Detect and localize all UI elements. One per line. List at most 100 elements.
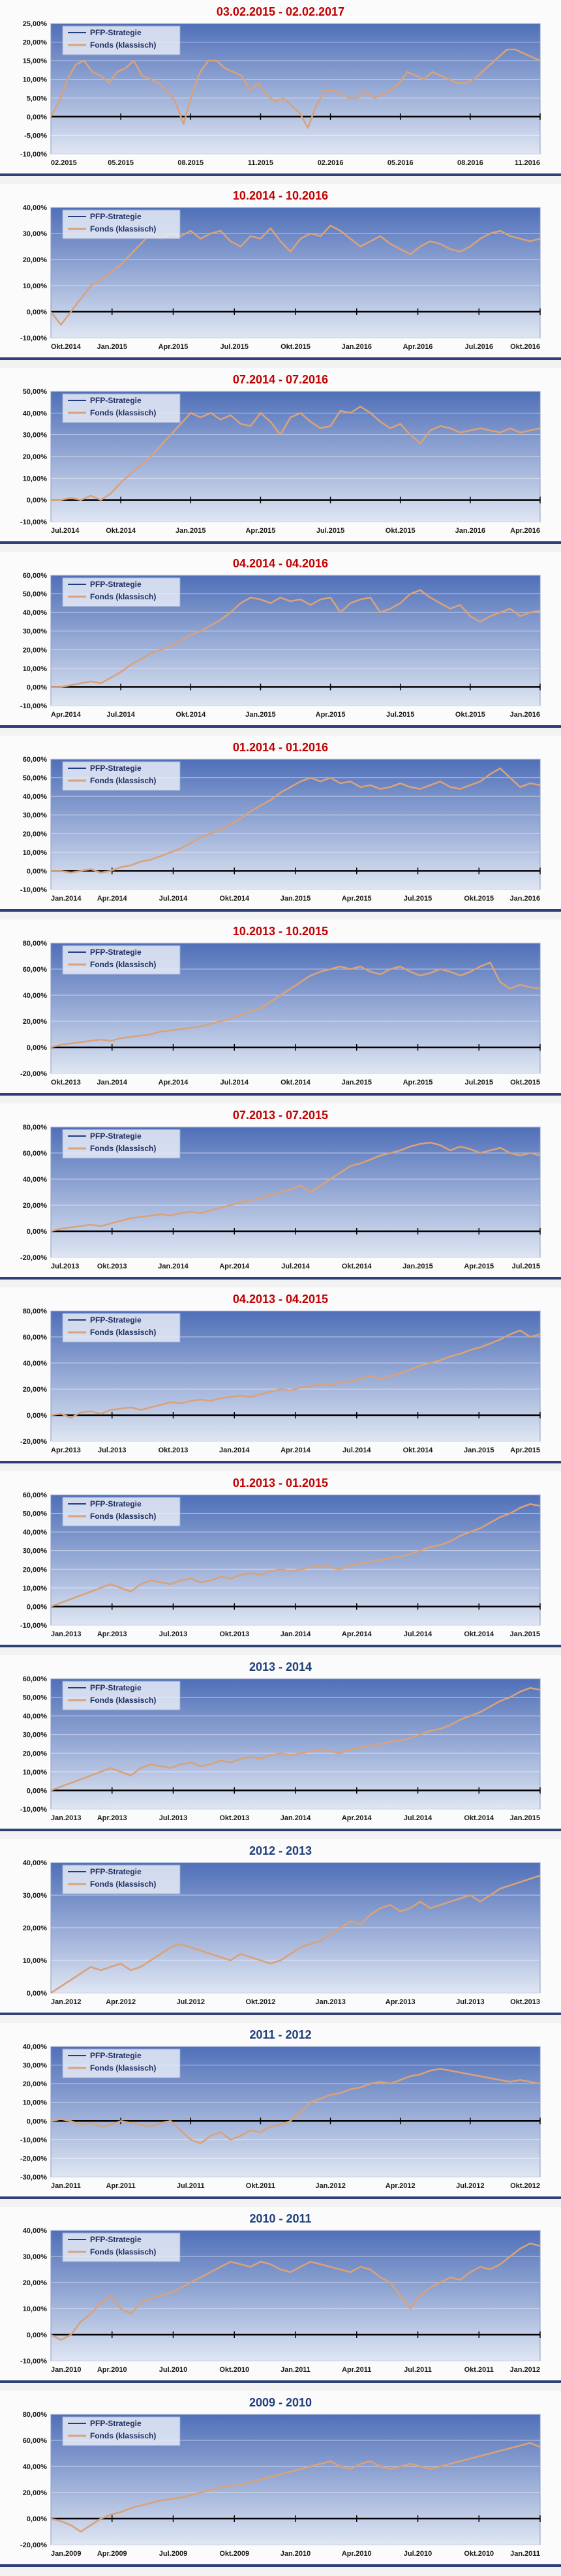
x-tick-label: Apr.2015 [159,343,189,351]
x-tick-label: Jan.2016 [510,711,540,719]
y-tick-label: 30,00% [23,628,48,636]
y-tick-label: 25,00% [23,20,48,28]
y-tick-label: 10,00% [23,282,48,290]
x-tick-label: Okt.2015 [464,895,494,903]
panel-separator [0,909,561,912]
x-tick-label: Jan.2014 [219,1446,250,1454]
legend-label-pfp: PFP-Strategie [90,580,142,589]
chart-svg: -10,00% -5,00% 0,00% 5,00% 10,00% 15,00% 20,00… [20,20,541,167]
x-tick-label: Okt.2015 [455,711,485,719]
panel-separator [0,725,561,728]
chart-title: 10.2013 - 10.2015 [232,925,329,938]
y-tick-label: 40,00% [23,793,48,801]
x-tick-label: Apr.2014 [51,711,82,719]
chart-svg: -10,00% 0,00% 10,00% 20,00% 30,00% 40,00% Jan.… [20,2227,541,2374]
y-tick-label: -10,00% [20,886,47,894]
x-tick-label: Okt.2014 [342,1263,372,1270]
legend-label-pfp: PFP-Strategie [90,1683,142,1692]
x-tick-label: Jul.2011 [404,2366,432,2374]
x-tick-label: Okt.2013 [159,1446,189,1454]
x-tick-label: Jul.2013 [159,1814,187,1822]
legend-box [62,1681,181,1711]
x-tick-label: Jul.2011 [177,2182,205,2190]
legend-box [62,2232,181,2262]
y-tick-label: -20,00% [20,1070,47,1078]
chart-panel: -10,00% 0,00% 10,00% 20,00% 30,00% 40,00% 50,0… [0,1655,561,1831]
chart-svg: -10,00% 0,00% 10,00% 20,00% 30,00% 40,00% 50,0… [20,1675,541,1822]
legend-box [62,2416,181,2446]
series-line-fonds [50,224,541,326]
panel-separator [0,1645,561,1647]
chart-title: 2010 - 2011 [249,2212,312,2225]
y-tick-label: 40,00% [23,1176,48,1184]
y-tick-label: 20,00% [23,2080,48,2088]
x-tick-label: Okt.2014 [51,343,82,351]
y-tick-label: 10,00% [23,665,48,673]
chart-panel: -20,00% 0,00% 20,00% 40,00% 60,00% 80,00% Okt.… [0,920,561,1096]
x-tick-label: Jan.2012 [51,1998,81,2006]
legend-box [62,1313,181,1343]
legend-label-fonds: Fonds (klassisch) [90,2431,156,2440]
x-tick-label: Apr.2009 [97,2550,127,2558]
chart-panel: -20,00% 0,00% 20,00% 40,00% 60,00% 80,00% Jan.… [0,2391,561,2567]
chart-svg: -30,00% -20,00% -10,00% 0,00% 10,00% 20,00% 30… [20,2043,541,2190]
x-tick-label: Okt.2012 [245,1998,275,2006]
y-tick-label: 10,00% [23,2099,48,2107]
legend-label-fonds: Fonds (klassisch) [90,2247,156,2256]
y-tick-label: -10,00% [20,2358,47,2365]
x-tick-label: Okt.2015 [280,343,311,351]
y-tick-label: -5,00% [24,132,47,140]
series-line-fonds [50,1329,541,1419]
series-line-fonds [50,2442,541,2533]
series-line-fonds [50,1686,541,1791]
x-tick-label: 02.2015 [51,159,77,167]
x-tick-label: Jan.2013 [51,1630,81,1638]
panel-separator [0,1829,561,1831]
chart-svg: -20,00% 0,00% 20,00% 40,00% 60,00% 80,00% Jan.… [20,2411,541,2558]
y-tick-label: 30,00% [23,2253,48,2261]
x-tick-label: Apr.2014 [342,1630,372,1638]
y-tick-label: 0,00% [27,113,47,121]
y-tick-label: -10,00% [20,1806,47,1814]
legend-label-fonds: Fonds (klassisch) [90,1512,156,1521]
legend-label-fonds: Fonds (klassisch) [90,1696,156,1705]
x-tick-label: Okt.2013 [219,1814,249,1822]
y-tick-label: 60,00% [23,1675,48,1683]
x-tick-label: Jan.2016 [342,343,372,351]
y-tick-label: 40,00% [23,992,48,1000]
x-tick-label: 08.2016 [457,159,483,167]
x-tick-label: Jul.2014 [220,1079,249,1086]
y-tick-label: 80,00% [23,1308,48,1315]
x-tick-label: 02.2016 [318,159,344,167]
x-tick-label: Okt.2010 [219,2366,249,2374]
x-tick-label: 08.2015 [177,159,204,167]
y-tick-label: 0,00% [27,308,47,316]
chart-svg: -10,00% 0,00% 10,00% 20,00% 30,00% 40,00% Okt.… [20,204,541,351]
x-tick-label: Apr.2010 [342,2550,372,2558]
x-tick-label: Jul.2013 [98,1446,126,1454]
x-tick-label: Jul.2016 [465,343,493,351]
x-tick-label: Jul.2015 [386,711,414,719]
x-tick-label: Apr.2013 [97,1630,127,1638]
chart-panel: -10,00% 0,00% 10,00% 20,00% 30,00% 40,00% 50,0… [0,1471,561,1647]
chart-title: 01.2014 - 01.2016 [232,741,329,754]
legend-label-pfp: PFP-Strategie [90,2419,142,2428]
legend-label-pfp: PFP-Strategie [90,764,142,773]
legend-label-pfp: PFP-Strategie [90,1499,142,1508]
series-line-fonds [51,405,541,501]
chart-title: 04.2014 - 04.2016 [232,557,329,570]
panel-separator [0,2196,561,2199]
chart-panel: -10,00% 0,00% 10,00% 20,00% 30,00% 40,00% 50,0… [0,552,561,728]
x-tick-label: Jan.2014 [158,1263,189,1270]
x-tick-label: Okt.2012 [510,2182,540,2190]
y-tick-label: 20,00% [23,1018,48,1026]
chart-svg: -10,00% 0,00% 10,00% 20,00% 30,00% 40,00% 50,0… [20,388,541,535]
legend-box [62,393,181,423]
y-tick-label: 0,00% [27,1228,47,1236]
legend-box [62,209,181,239]
series-line-fonds [50,2068,541,2144]
chart-svg: -10,00% 0,00% 10,00% 20,00% 30,00% 40,00% 50,0… [20,756,541,903]
chart-panel: -20,00% 0,00% 20,00% 40,00% 60,00% 80,00% Apr.… [0,1287,561,1463]
series-line-fonds [50,1874,541,1994]
legend-box [62,1497,181,1527]
